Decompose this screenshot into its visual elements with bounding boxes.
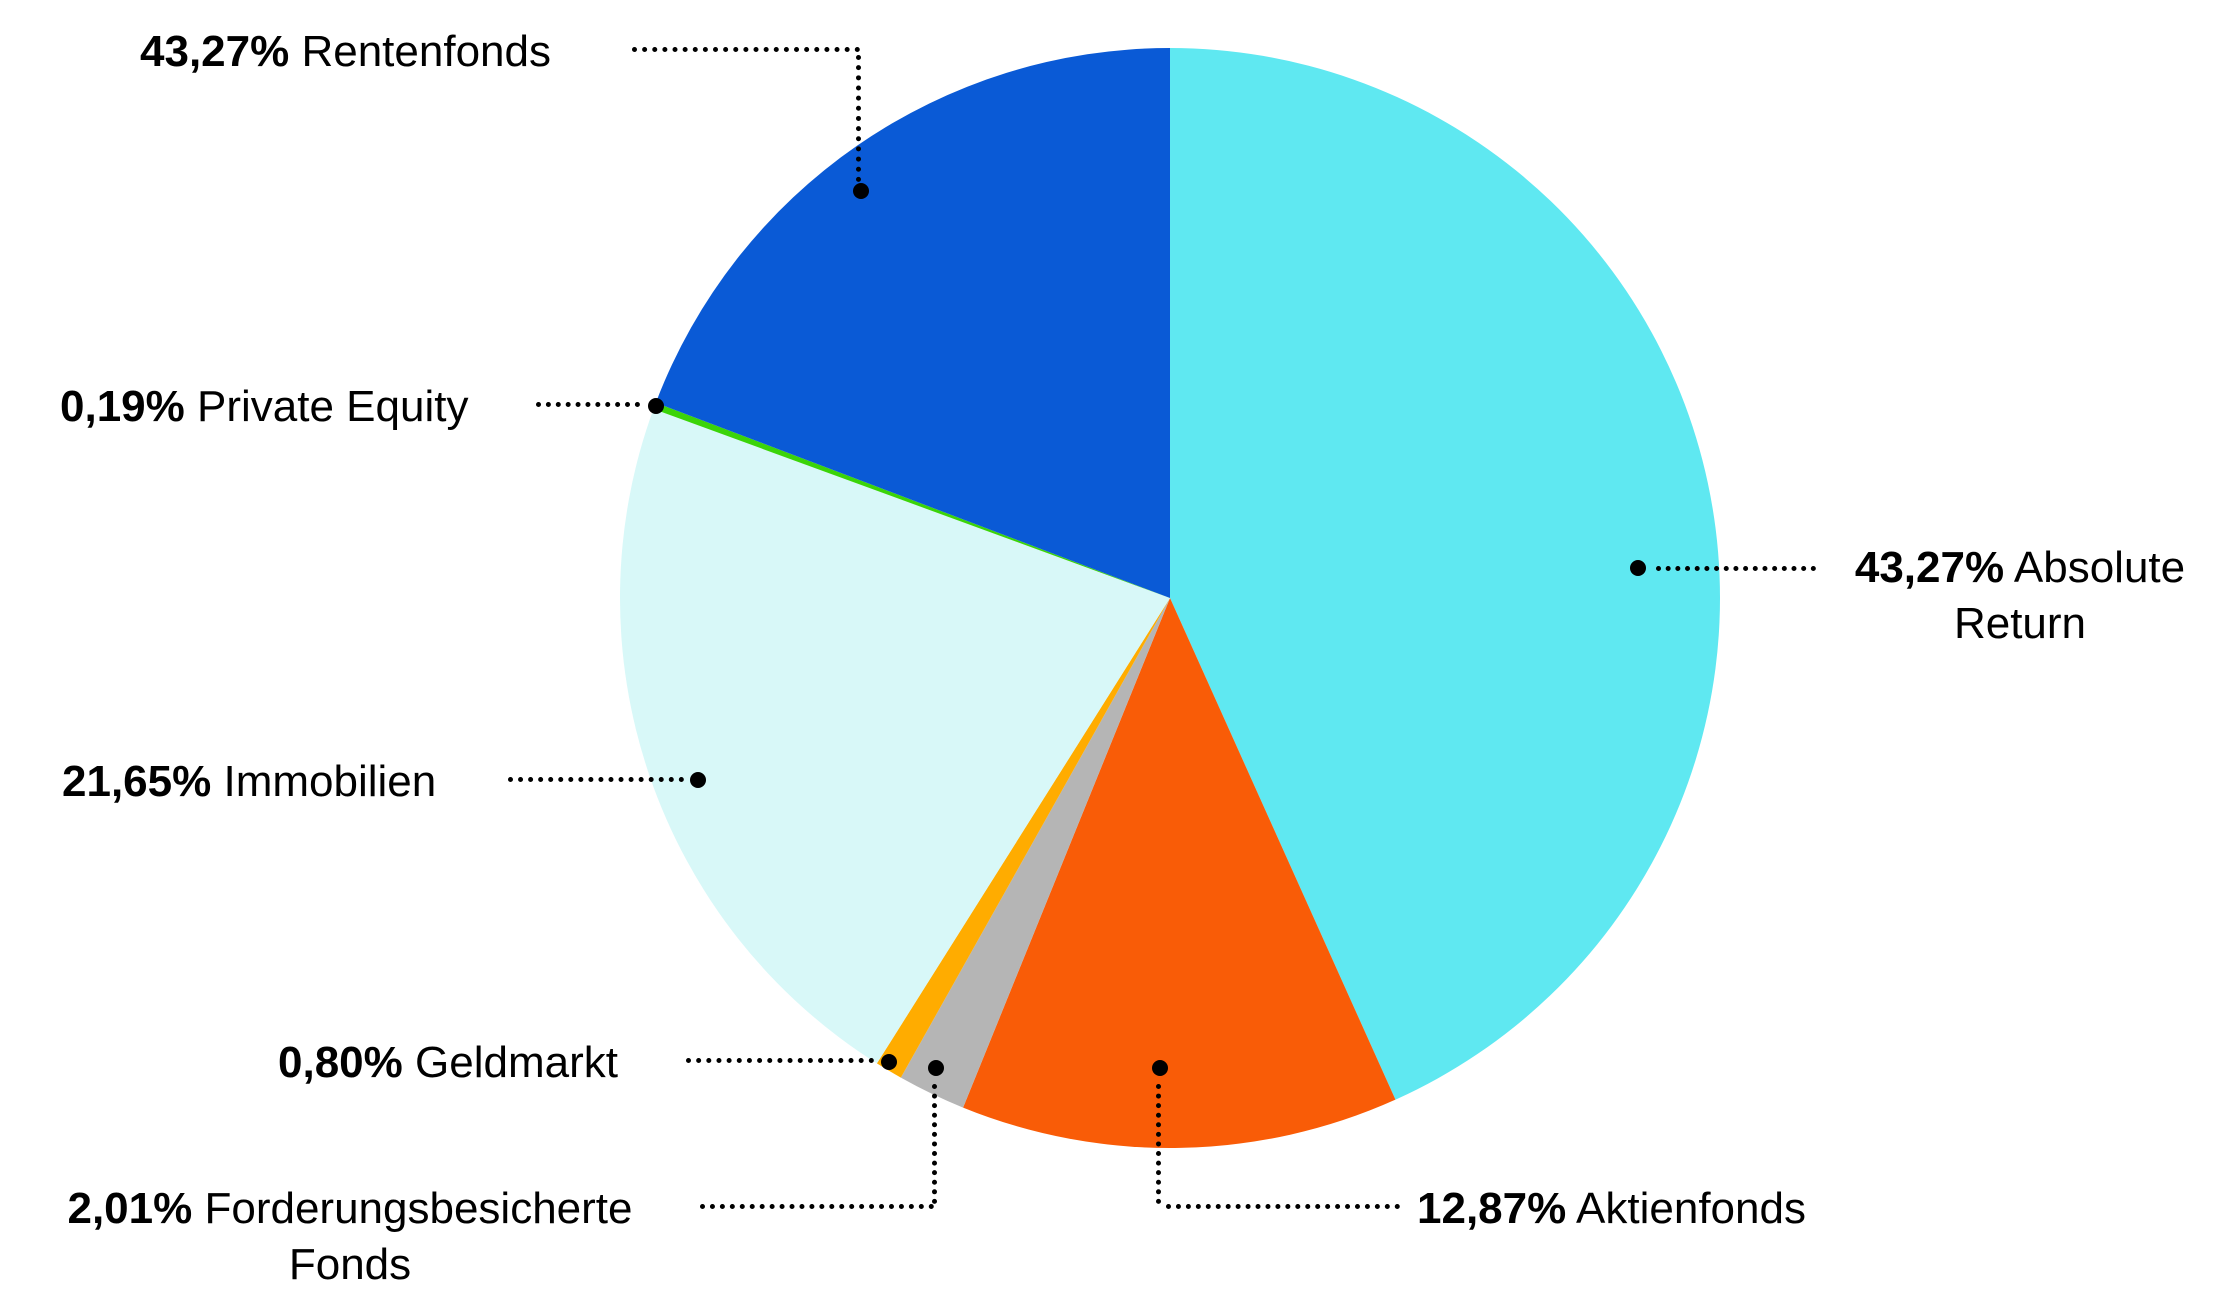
callout-dot-immobilien [690, 772, 706, 788]
callout-rentenfonds-percent: 43,27% [140, 27, 290, 76]
leader-line-private-equity [536, 402, 640, 407]
leader-line-rentenfonds-horizontal [632, 47, 860, 52]
callout-forderungsbesicherte-fonds-percent: 2,01% [67, 1184, 193, 1233]
callout-forderungsbesicherte-fonds-name: Forderungsbesicherte Fonds [204, 1184, 633, 1289]
callout-absolute-return-percent: 43,27% [1854, 543, 2005, 592]
leader-line-aktienfonds-vertical [1156, 1084, 1161, 1204]
callout-immobilien-percent: 21,65% [62, 757, 212, 806]
callout-immobilien: 21,65% Immobilien [62, 754, 436, 810]
leader-line-rentenfonds-vertical [856, 55, 861, 182]
leader-line-aktienfonds-horizontal [1166, 1204, 1400, 1209]
leader-line-forderungsbesicherte-vertical [932, 1084, 937, 1204]
pie-slice-aktienfonds [963, 598, 1396, 1148]
callout-dot-absolute-return [1630, 560, 1646, 576]
callout-dot-private-equity [648, 398, 664, 414]
callout-private-equity: 0,19% Private Equity [60, 379, 468, 435]
callout-private-equity-percent: 0,19% [60, 382, 185, 431]
callout-dot-aktienfonds [1152, 1060, 1168, 1076]
pie-slice-forderungsbesicherte-fonds [900, 598, 1170, 1108]
callout-forderungsbesicherte-fonds: 2,01% Forderungsbesicherte Fonds [20, 1181, 680, 1292]
pie-slice-absolute-return [1170, 48, 1720, 1100]
callout-immobilien-name: Immobilien [223, 757, 437, 806]
pie-slice-geldmarkt [876, 598, 1170, 1078]
callout-dot-geldmarkt [881, 1054, 897, 1070]
pie-slice-private-equity [653, 402, 1170, 598]
pie-slice-immobilien [620, 408, 1170, 1064]
pie-slice-rentenfonds [655, 48, 1170, 598]
leader-line-absolute-return [1656, 566, 1816, 571]
callout-geldmarkt-name: Geldmarkt [415, 1038, 618, 1087]
callout-dot-rentenfonds [853, 183, 869, 199]
callout-rentenfonds-name: Rentenfonds [301, 27, 551, 76]
callout-geldmarkt-percent: 0,80% [278, 1038, 403, 1087]
leader-line-immobilien [508, 777, 684, 782]
leader-line-geldmarkt [686, 1058, 874, 1063]
callout-absolute-return-name: Absolute Return [1953, 543, 2186, 648]
callout-private-equity-name: Private Equity [197, 382, 469, 431]
callout-aktienfonds-percent: 12,87% [1417, 1184, 1567, 1233]
callout-rentenfonds: 43,27% Rentenfonds [140, 24, 551, 80]
leader-line-forderungsbesicherte-horizontal [700, 1204, 934, 1209]
callout-aktienfonds-name: Aktienfonds [1576, 1184, 1806, 1233]
callout-dot-forderungsbesicherte-fonds [928, 1060, 944, 1076]
callout-aktienfonds: 12,87% Aktienfonds [1417, 1181, 1806, 1237]
callout-absolute-return: 43,27% Absolute Return [1830, 540, 2210, 652]
callout-geldmarkt: 0,80% Geldmarkt [278, 1035, 618, 1091]
